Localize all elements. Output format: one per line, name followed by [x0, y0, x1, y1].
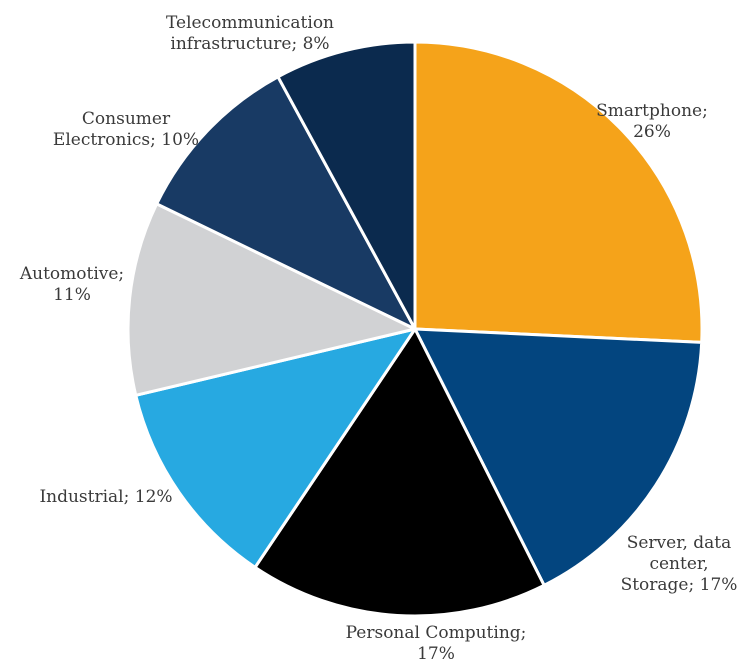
slice-label-line: Automotive; [19, 264, 124, 284]
pie-slice-automotive [126, 202, 417, 397]
slice-label-line: 26% [633, 122, 671, 142]
slice-label-line: Storage; 17% [621, 575, 738, 595]
slice-label-telecommunication-infrastructure: Telecommunication infrastructure; 8% [166, 13, 334, 54]
pie-slice-server-data-center-storage [413, 327, 704, 587]
slice-label-line: Industrial; 12% [39, 487, 172, 507]
slice-label-line: infrastructure; 8% [170, 34, 329, 54]
slice-label-consumer-electronics: Consumer Electronics; 10% [53, 109, 199, 150]
slice-label-line: Telecommunication [166, 13, 334, 33]
slice-label-line: center, [649, 554, 708, 574]
slice-label-line: Electronics; 10% [53, 130, 199, 150]
slice-label-line: 17% [417, 644, 455, 663]
pie-slice-telecommunication-infrastructure [276, 40, 417, 331]
pie-slice-smartphone [413, 40, 704, 344]
pie-slices [126, 40, 704, 618]
pie-slice-consumer-electronics [155, 75, 417, 331]
slice-label-smartphone: Smartphone; 26% [596, 101, 708, 142]
slice-label-automotive: Automotive; 11% [19, 264, 124, 305]
slice-label-line: 11% [53, 285, 91, 305]
slice-label-server-data-center-storage: Server, data center, Storage; 17% [621, 533, 738, 595]
pie-labels: Smartphone; 26% Server, data center, Storage… [19, 13, 738, 663]
slice-label-personal-computing: Personal Computing; 17% [346, 623, 527, 663]
slice-label-line: Smartphone; [596, 101, 708, 121]
slice-label-line: Consumer [82, 109, 171, 129]
pie-slice-personal-computing [253, 327, 546, 618]
slice-label-line: Server, data [627, 533, 732, 553]
slice-label-industrial: Industrial; 12% [39, 487, 172, 507]
pie-slice-industrial [134, 327, 417, 569]
slice-label-line: Personal Computing; [346, 623, 527, 643]
